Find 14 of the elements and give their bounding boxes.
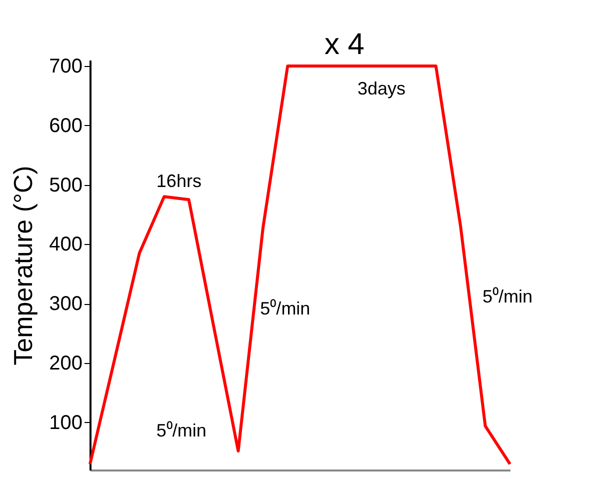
y-tick-label: 500 xyxy=(49,174,82,196)
y-tick-label: 200 xyxy=(49,352,82,375)
y-tick-label: 700 xyxy=(49,55,82,78)
annotation: 5⁰/min xyxy=(482,286,533,307)
annotation: x 4 xyxy=(324,28,364,62)
y-axis-title: Temperature (°C) xyxy=(8,166,38,366)
annotation: 3days xyxy=(358,78,406,99)
y-tick-label: 600 xyxy=(49,114,82,137)
y-tick-label: 100 xyxy=(49,412,82,434)
annotation: 5⁰/min xyxy=(260,298,310,319)
y-tick-label: 400 xyxy=(49,234,82,256)
annotation: 5⁰/min xyxy=(156,420,206,440)
annotation: 16hrs xyxy=(156,170,202,191)
y-tick-label: 300 xyxy=(49,293,82,316)
